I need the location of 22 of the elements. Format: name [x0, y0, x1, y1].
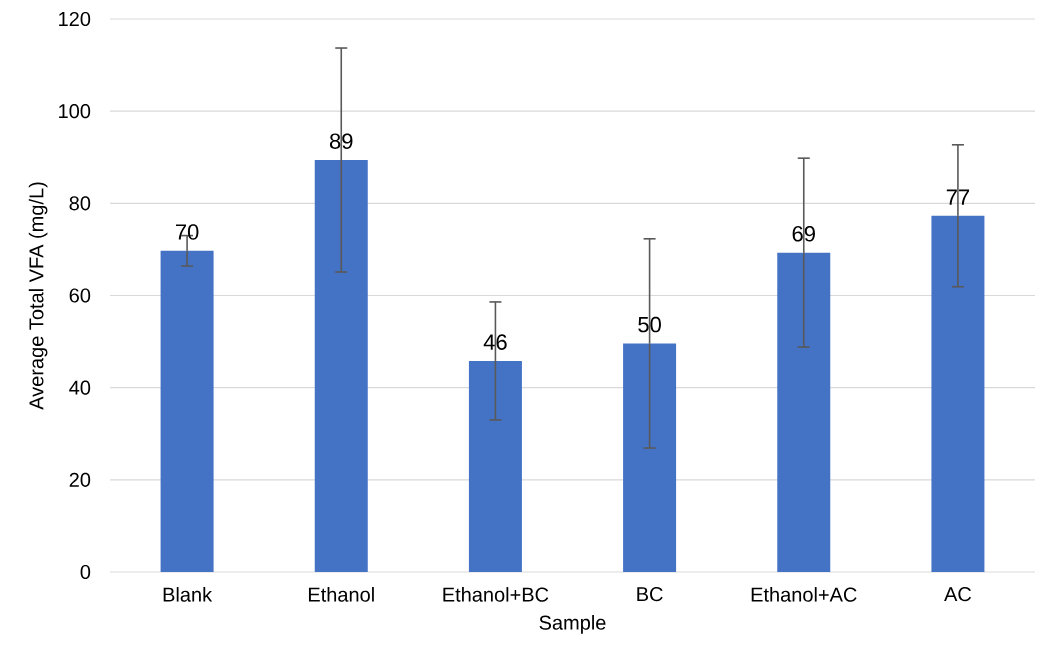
- x-axis-title: Sample: [539, 615, 606, 634]
- x-tick-label: Ethanol+BC: [443, 587, 549, 602]
- y-tick-label: 0: [80, 564, 91, 580]
- y-tick-label: 40: [69, 380, 91, 395]
- bar: [931, 215, 985, 572]
- bar: [160, 250, 214, 572]
- x-tick-label: Ethanol: [308, 587, 374, 602]
- bar: [468, 360, 522, 572]
- y-tick-label: 100: [59, 104, 91, 119]
- x-tick-label: BC: [637, 587, 663, 602]
- data-label: 70: [175, 224, 199, 240]
- y-axis-title: Average Total VFA (mg/L): [28, 182, 48, 410]
- x-tick-label: Ethanol+AC: [751, 587, 857, 602]
- x-tick-label: AC: [944, 587, 972, 602]
- x-tick-label: Blank: [163, 587, 213, 602]
- bar: [777, 252, 831, 572]
- y-tick-label: 60: [69, 288, 91, 303]
- bar: [314, 160, 368, 572]
- bar: [623, 343, 677, 572]
- y-tick-label: 20: [69, 472, 91, 487]
- y-tick-label: 80: [69, 196, 91, 211]
- y-tick-label: 120: [59, 11, 91, 27]
